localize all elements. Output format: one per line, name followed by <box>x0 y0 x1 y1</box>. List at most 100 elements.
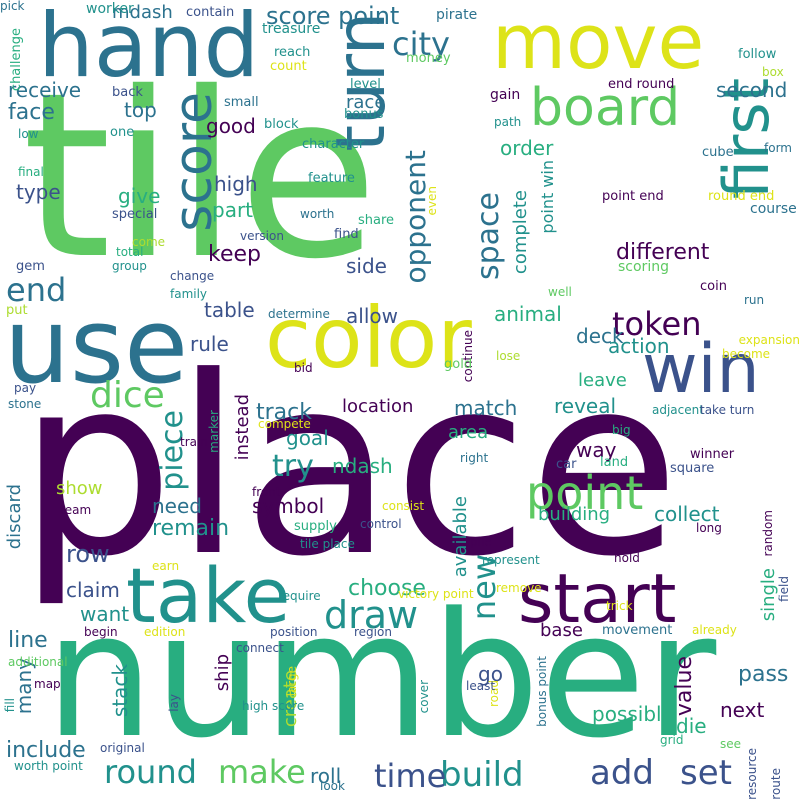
word-end: end <box>6 271 67 309</box>
word-remain: remain <box>152 516 230 541</box>
word-determine: determine <box>268 307 330 321</box>
word-land: land <box>600 455 629 470</box>
word-hold: hold <box>614 551 640 565</box>
word-round: round <box>104 753 197 791</box>
word-mdash: mdash <box>112 2 173 23</box>
word-course: course <box>750 201 797 217</box>
word-expansion: expansion <box>738 333 800 347</box>
word-position: position <box>270 625 318 639</box>
word-animal: animal <box>494 302 562 326</box>
word-challenge: challenge <box>9 28 24 92</box>
word-roll: roll <box>310 764 342 788</box>
word-back: back <box>112 85 143 100</box>
word-city: city <box>392 25 450 63</box>
word-opponent: opponent <box>399 150 432 284</box>
word-tile: tile <box>22 43 379 309</box>
word-leave: leave <box>578 370 627 391</box>
word-worth: worth <box>300 207 335 221</box>
word-reveal: reveal <box>554 394 617 418</box>
word-treasure: treasure <box>262 21 321 37</box>
word-complete: complete <box>510 190 531 275</box>
word-adjacent: adjacent <box>652 403 704 417</box>
word-consist: consist <box>382 499 425 513</box>
word-receive: receive <box>8 78 82 102</box>
word-go: go <box>478 662 503 686</box>
word-coin: coin <box>700 279 727 294</box>
word-right: right <box>460 451 489 465</box>
word-control: control <box>360 517 402 531</box>
word-cover: cover <box>417 680 431 714</box>
word-symbol: symbol <box>252 494 325 518</box>
word-front: front <box>252 485 281 499</box>
word-second: second <box>716 78 788 102</box>
word-token: token <box>612 305 702 343</box>
word-character: character <box>302 137 365 152</box>
word-want: want <box>80 602 130 626</box>
word-change: change <box>170 269 215 283</box>
word-number: number <box>45 575 717 776</box>
word-type: type <box>16 180 61 204</box>
word-already: already <box>692 623 737 637</box>
word-pick: pick <box>0 0 25 13</box>
word-final: final <box>18 165 44 179</box>
word-board: board <box>530 78 681 138</box>
word-high-score: high score <box>242 699 305 713</box>
word-location: location <box>342 396 414 417</box>
word-bid: bid <box>294 361 313 375</box>
word-rule: rule <box>190 332 229 356</box>
word-win: win <box>642 330 760 409</box>
word-order: order <box>500 136 554 160</box>
word-discard: discard <box>4 484 25 550</box>
word-train: train <box>180 435 208 449</box>
word-route: route <box>769 768 783 800</box>
word-run: run <box>744 293 765 307</box>
word-victory-point: victory point <box>398 587 474 601</box>
word-ship: ship <box>212 654 233 692</box>
word-row: row <box>66 540 110 568</box>
word-feature: feature <box>308 171 355 186</box>
word-ndash: ndash <box>332 454 393 478</box>
word-point: point <box>526 466 644 520</box>
word-large: large <box>285 666 299 697</box>
word-share: share <box>358 213 395 228</box>
word-pay: pay <box>14 381 37 395</box>
word-take: take <box>126 551 291 640</box>
word-gem: gem <box>16 259 45 274</box>
word-total: total <box>116 245 144 259</box>
word-form: form <box>764 141 792 155</box>
word-block: block <box>264 117 299 132</box>
word-next: next <box>720 698 765 722</box>
word-well: well <box>548 285 572 299</box>
word-put: put <box>6 303 28 318</box>
word-resource: resource <box>745 748 759 800</box>
word-top: top <box>124 98 157 122</box>
word-dice: dice <box>90 375 165 416</box>
word-track: track <box>256 400 312 425</box>
word-box: box <box>762 65 784 79</box>
word-building: building <box>538 504 611 525</box>
word-choose: choose <box>348 576 426 601</box>
word-look: look <box>320 779 345 793</box>
word-represent: represent <box>482 553 540 567</box>
word-line: line <box>8 628 48 653</box>
word-round-end: round end <box>708 189 775 204</box>
word-edition: edition <box>144 625 186 639</box>
word-big: big <box>612 423 631 437</box>
word-bonus: bonus <box>344 107 384 122</box>
word-one: one <box>110 125 135 140</box>
word-group: group <box>112 259 147 273</box>
word-random: random <box>761 510 775 557</box>
word-face: face <box>8 100 55 125</box>
word-stone: stone <box>8 397 42 411</box>
word-side: side <box>346 254 387 278</box>
word-base: base <box>540 620 583 641</box>
word-even: even <box>425 186 439 216</box>
word-path: path <box>494 115 522 129</box>
word-additional: additional <box>8 655 68 669</box>
word-version: version <box>240 229 284 243</box>
word-claim: claim <box>66 578 120 602</box>
word-long: long <box>696 521 722 535</box>
word-worth-point: worth point <box>14 759 83 773</box>
word-part: part <box>212 198 254 222</box>
